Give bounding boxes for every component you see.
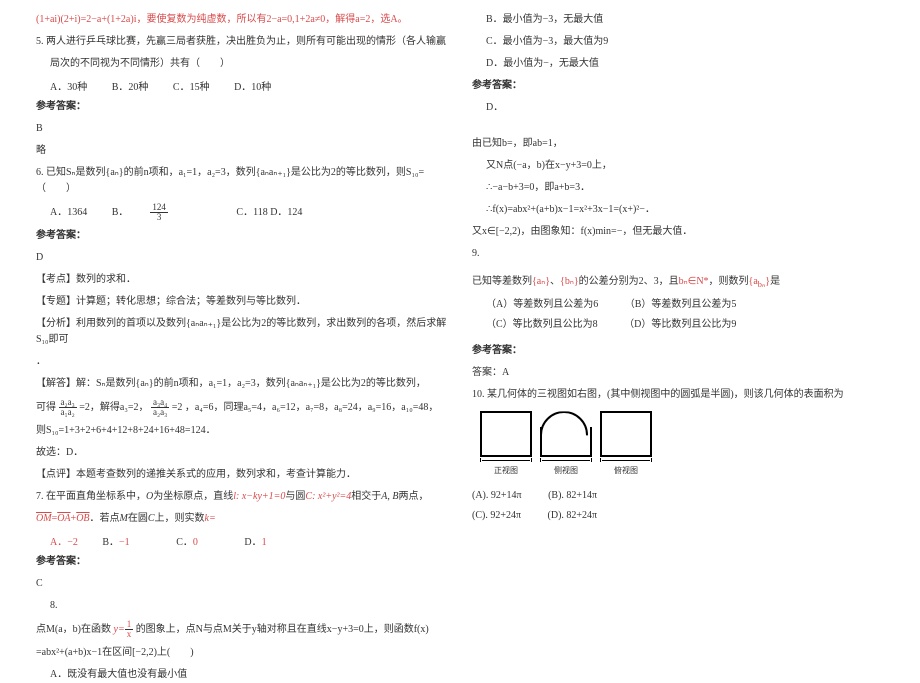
q10-opt-d: (D). 82+24π: [548, 508, 598, 524]
q7-answer: C: [36, 576, 448, 592]
q6-answer: D: [36, 250, 448, 266]
sol-1: 由已知b=，即ab=1，: [472, 136, 884, 152]
side-view: 侧视图: [540, 411, 592, 476]
q5-opt-d: D．10种: [234, 82, 271, 93]
q5-text: 5. 两人进行乒乓球比赛，先赢三局者获胜，决出胜负为止，则所有可能出现的情形（各…: [36, 34, 448, 50]
q5-opt-c: C．15种: [173, 82, 210, 93]
q7-text: 7. 在平面直角坐标系中，O为坐标原点，直线l: x−ky+1=0与圆C: x²…: [36, 489, 448, 505]
front-view-label: 正视图: [480, 465, 532, 476]
answer-label: 参考答案：: [36, 99, 448, 115]
q8-opt-d: D．最小值为−，无最大值: [472, 56, 884, 72]
q9-answer: 答案：A: [472, 365, 884, 381]
q8-answer: D．: [472, 100, 884, 116]
sol-4: ∴f(x)=abx²+(a+b)x−1=x²+3x−1=(x+)²−．: [472, 202, 884, 218]
q8-text: 点M(a，b)在函数 y=1x 的图象上，点N与点M关于y轴对称且在直线x−y+…: [36, 620, 448, 639]
q10-text: 10. 某几何体的三视图如右图，(其中侧视图中的圆弧是半圆)，则该几何体的表面积…: [472, 387, 884, 403]
q6-jd2: 可得 a₂a₃a₁a₂ =2，解得a₃=2， a₃a₄a₂a₃ =2 ，a₄=6…: [36, 398, 448, 417]
front-view: 正视图: [480, 411, 532, 476]
q8-num: 8.: [36, 598, 448, 614]
q5-answer: B: [36, 121, 448, 137]
answer-label-2: 参考答案：: [36, 228, 448, 244]
q9-opt-c: （C）等比数列且公比为8: [486, 317, 598, 333]
q6-opt-cd: C．118 D．124: [236, 207, 302, 218]
q10-opt-b: (B). 82+14π: [548, 488, 597, 504]
q6-jd1: 【解答】解：Sₙ是数列{aₙ}的前n项和，a₁=1，a₂=3，数列{aₙaₙ₊₁…: [36, 376, 448, 392]
top-view-label: 俯视图: [600, 465, 652, 476]
q6-kaodian: 【考点】数列的求和．: [36, 272, 448, 288]
q6-options: A．1364 B．1243 C．118 D．124: [50, 203, 448, 222]
q8-opt-a: A．既没有最大值也没有最小值: [36, 667, 448, 683]
q6-sum: 则S₁₀=1+3+2+6+4+12+8+24+16+48=124．: [36, 423, 448, 439]
q5-opt-b: B．20种: [112, 82, 149, 93]
side-view-label: 侧视图: [540, 465, 592, 476]
top-view: 俯视图: [600, 411, 652, 476]
q7-opt-c: C．0: [176, 537, 220, 548]
q8-text-3: =abx²+(a+b)x−1在区间[−2,2)上( ): [36, 645, 448, 661]
q9-opt-a: （A）等差数列且公差为6: [486, 297, 598, 313]
q7-opt-d: D．1: [244, 537, 288, 548]
q9-text: 已知等差数列{aₙ}、{bₙ}的公差分别为2、3，且bₙ∈N*，则数列{abₙ}…: [472, 274, 884, 291]
q7-opt-b: B．−1: [102, 537, 151, 548]
q5-opt-a: A．30种: [50, 82, 87, 93]
q6-opt-b: B．1243: [112, 207, 212, 218]
q6-dianping: 【点评】本题考查数列的递推关系式的应用，数列求和，考查计算能力．: [36, 467, 448, 483]
equation-line: (1+ai)(2+i)=2−a+(1+2a)i，要使复数为纯虚数，所以有2−a=…: [36, 12, 448, 28]
q7-options: A．−2 B．−1 C．0 D．1: [50, 533, 448, 548]
q9-opt-d: （D）等比数列且公比为9: [624, 317, 736, 333]
q6-zhuanti: 【专题】计算题；转化思想；综合法；等差数列与等比数列．: [36, 294, 448, 310]
answer-label-3: 参考答案：: [36, 554, 448, 570]
q9-opt-b: （B）等差数列且公差为5: [625, 297, 737, 313]
q5-text-b: 局次的不同视为不同情形）共有（ ）: [36, 56, 448, 72]
q8-opt-b: B．最小值为−3，无最大值: [472, 12, 884, 28]
sol-5: 又x∈[−2,2)，由图象知：f(x)min=−，但无最大值．: [472, 224, 884, 240]
q10-opt-c: (C). 92+24π: [472, 508, 521, 524]
q10-opt-a: (A). 92+14π: [472, 488, 522, 504]
q10-options: (A). 92+14π (B). 82+14π (C). 92+24π (D).…: [472, 488, 884, 528]
q6-blank: ．: [36, 354, 448, 370]
q6-jd3: 故选：D．: [36, 445, 448, 461]
q6-fenxi: 【分析】利用数列的首项以及数列{aₙaₙ₊₁}是公比为2的等比数列，求出数列的各…: [36, 316, 448, 348]
q9-num: 9.: [472, 246, 884, 262]
three-views-figure: 正视图 侧视图 俯视图: [480, 409, 680, 482]
q5-note: 略: [36, 143, 448, 159]
sol-3: ∴−a−b+3=0，即a+b=3．: [472, 180, 884, 196]
sol-2: 又N点(−a，b)在x−y+3=0上，: [472, 158, 884, 174]
answer-label-5: 参考答案：: [472, 343, 884, 359]
q8-opt-c: C．最小值为−3，最大值为9: [472, 34, 884, 50]
q7-opt-a: A．−2: [50, 537, 78, 548]
q6-opt-a: A．1364: [50, 207, 87, 218]
q9-options: （A）等差数列且公差为6 （B）等差数列且公差为5 （C）等比数列且公比为8 （…: [472, 297, 884, 337]
q6-text: 6. 已知Sₙ是数列{aₙ}的前n项和，a₁=1，a₂=3，数列{aₙaₙ₊₁}…: [36, 165, 448, 197]
q7-text-b: OM=OA+OB．若点M在圆C上，则实数k=: [36, 511, 448, 527]
q5-options: A．30种 B．20种 C．15种 D．10种: [50, 78, 448, 93]
answer-label-4: 参考答案：: [472, 78, 884, 94]
